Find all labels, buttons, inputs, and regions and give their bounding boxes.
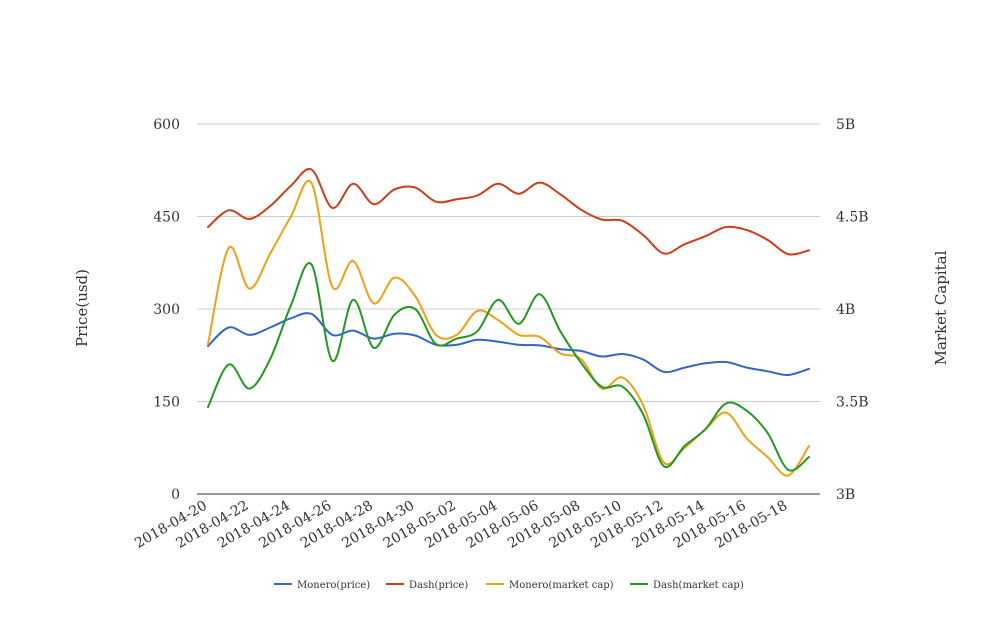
y2-tick-label: 5B [836,117,855,133]
series-line-monero-price [207,312,810,377]
y2-tick-label: 4B [836,302,855,318]
legend-label-monero-price[interactable]: Monero(price) [297,580,370,591]
y2-tick-label: 3.5B [836,395,869,411]
series-line-dash-market-cap [207,262,810,472]
series-lines [207,168,810,477]
y-tick-label: 150 [153,395,180,411]
y2-tick-label: 3B [836,487,855,503]
y-tick-label: 600 [153,117,180,133]
series-line-dash-price [207,168,810,256]
legend-label-dash-price[interactable]: Dash(price) [409,580,468,591]
y2-tick-label: 4.5B [836,210,869,226]
legend-label-dash-market-cap[interactable]: Dash(market cap) [653,580,744,591]
y-tick-label: 450 [153,210,180,226]
legend-label-monero-market-cap[interactable]: Monero(market cap) [509,580,614,591]
legend[interactable]: Monero(price) Dash(price) Monero(market ca… [274,580,744,591]
y-tick-label: 300 [153,302,180,318]
y-tick-label: 0 [171,487,180,503]
gridlines [197,123,820,402]
series-line-monero-market-cap [207,179,810,477]
y2-axis-title: Market Capital [932,250,950,365]
y-axis-title: Price(usd) [73,269,91,347]
